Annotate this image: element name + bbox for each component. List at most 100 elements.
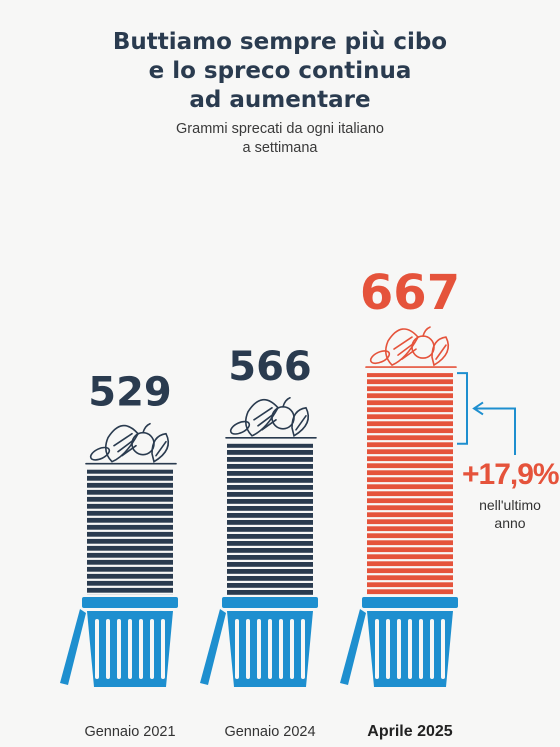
category-label: Aprile 2025 [367,723,452,740]
bin-slot [408,619,412,679]
food-waste-icon [365,326,457,368]
bin-slot [279,619,283,679]
bar-stripe-gap [86,550,174,553]
leaf-shape [431,336,450,367]
category-label: Gennaio 2024 [224,724,315,740]
bar-stripe-gap [226,552,314,555]
bar-stripe-gap [226,461,314,464]
bin-lid [200,609,226,685]
bar-stripe-gap [366,468,454,471]
value-label: 667 [360,265,460,321]
bar-stripe-gap [366,412,454,415]
bar-stripe-gap [366,419,454,422]
bar-stripe-gap [366,496,454,499]
bar-stripe-gap [366,594,454,597]
bin-slot [128,619,132,679]
bin-slot [441,619,445,679]
bin-slot [419,619,423,679]
trash-bin-icon [200,597,318,687]
bar-stripe-gap [226,454,314,457]
apple-shape [271,405,295,430]
bar-stripe-gap [86,585,174,588]
bar-stripe-gap [226,482,314,485]
increase-caption: nell'ultimo anno [462,496,558,532]
bar-stripe-gap [226,531,314,534]
bar-stripe-gap [226,475,314,478]
bracket-arrow-line [475,407,516,455]
bin-slot [301,619,305,679]
bin-slot [375,619,379,679]
fish-shape [244,399,279,437]
bar-stripe-gap [366,440,454,443]
bar-stripe-gap [366,552,454,555]
apple-shape [411,335,435,359]
bin-slot [95,619,99,679]
bin-slot [161,619,165,679]
bar-stripe-gap [86,557,174,560]
bin-slot [386,619,390,679]
bin-slot [106,619,110,679]
bin-slot [397,619,401,679]
increase-caption-line-2: anno [494,515,526,531]
bar-stripe-gap [226,573,314,576]
chart-title: Buttiamo sempre più cibo e lo spreco con… [0,28,560,115]
bar-stripe-gap [86,571,174,574]
bar-stripe-gap [226,503,314,506]
bar-stripe-gap [226,545,314,548]
bar-stripe-gap [86,473,174,476]
carrot-shape [229,420,251,435]
bar-stripe-gap [366,398,454,401]
trash-bin-icon [340,597,458,687]
bar-stripe-gap [86,543,174,546]
title-line-3: ad aumentare [189,87,371,113]
bar-stripe-gap [366,405,454,408]
bin-slot [246,619,250,679]
bar-stripe-gap [226,489,314,492]
bar-stripe-gap [366,538,454,541]
bar-stripe-gap [366,426,454,429]
bin-lid [340,609,366,685]
bin-rim [362,597,458,608]
bar-stripe-gap [226,559,314,562]
apple-stem [282,396,291,408]
bar-stripe-gap [226,587,314,590]
increase-bracket [457,372,516,455]
bar-stripe-gap [366,531,454,534]
bar-stripe-gap [226,566,314,569]
chart-subtitle: Grammi sprecati da ogni italiano a setti… [0,120,560,158]
bar-2: 566 Gennaio 2024 [200,344,318,740]
bar-stripe-gap [366,580,454,583]
bar-stripe-gap [86,592,174,595]
bar-stripe-gap [86,501,174,504]
bar-stripe-gap [226,510,314,513]
bar-stripe-gap [366,475,454,478]
bar-stripe-gap [366,482,454,485]
bin-slot [290,619,294,679]
bar-stripe-gap [86,494,174,497]
bin-slot [117,619,121,679]
fish-shape [104,424,139,463]
bar-stripe-gap [366,461,454,464]
bar-stripe-gap [86,508,174,511]
bar-stripe-gap [86,515,174,518]
bar-stripe-gap [366,503,454,506]
bin-slot [139,619,143,679]
bar-stripe-gap [366,377,454,380]
bar-stripe-gap [226,496,314,499]
bar-stripe-gap [366,587,454,590]
bar-stripe-gap [86,529,174,532]
leaf-shape [151,432,170,463]
bar-stripe-gap [366,524,454,527]
bar-stripe-gap [366,433,454,436]
bar-stripe-gap [226,580,314,583]
bar-stripe-gap [226,524,314,527]
bar-stripe-gap [86,487,174,490]
trash-bin-icon [60,597,178,687]
apple-stem [422,326,431,337]
bar-3: 667 Aprile 2025 [340,265,460,740]
bar-stripe-gap [366,510,454,513]
bar-stripe-gap [366,384,454,387]
bin-slot [430,619,434,679]
fish-lines [253,406,277,431]
